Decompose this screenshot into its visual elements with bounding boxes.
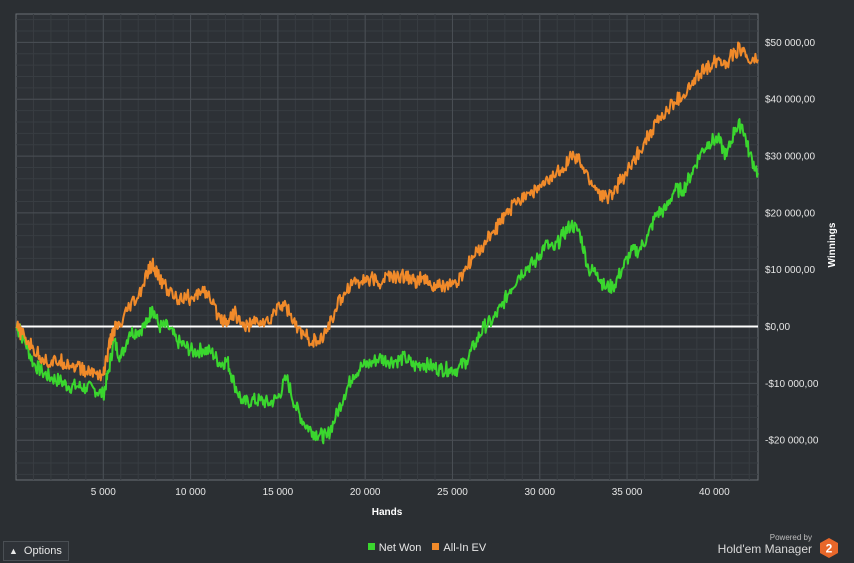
legend-label-all-in-ev: All-In EV	[443, 542, 487, 554]
x-tick-label: 10 000	[175, 487, 206, 498]
x-tick-label: 15 000	[263, 487, 294, 498]
legend-swatch-all-in-ev	[432, 543, 440, 550]
legend-item-all-in-ev[interactable]: All-In EV	[432, 542, 486, 554]
series-line-all-in-ev	[15, 41, 759, 382]
branding: Powered by Hold'em Manager 2	[706, 532, 846, 560]
x-axis-ticks: 5 000 10 000 15 000 20 000 25 000 30 000 35 00…	[91, 487, 730, 498]
y-tick-label: -$10 000,00	[765, 379, 819, 390]
y-tick-label: $30 000,00	[765, 152, 815, 163]
y-tick-label: $50 000,00	[765, 38, 815, 49]
chart-legend: Net Won All-In EV	[0, 542, 854, 554]
y-axis-title: Winnings	[827, 222, 838, 267]
logo-text: 2	[826, 542, 833, 556]
x-tick-label: 5 000	[91, 487, 116, 498]
x-tick-label: 35 000	[612, 487, 643, 498]
powered-by-text: Powered by	[769, 533, 812, 542]
y-tick-label: $20 000,00	[765, 208, 815, 219]
x-axis-title: Hands	[372, 507, 403, 518]
y-tick-label: $10 000,00	[765, 265, 815, 276]
series-lines	[15, 41, 759, 445]
y-tick-label: $40 000,00	[765, 95, 815, 106]
options-button[interactable]: ▲ Options	[3, 541, 69, 561]
series-line-net-won	[15, 118, 759, 445]
x-tick-label: 25 000	[437, 487, 468, 498]
options-label: Options	[23, 545, 62, 557]
product-name: Hold'em Manager	[717, 542, 812, 556]
x-tick-label: 20 000	[350, 487, 381, 498]
legend-swatch-net-won	[367, 543, 375, 550]
x-tick-label: 40 000	[699, 487, 730, 498]
hem2-logo-icon: 2	[820, 538, 838, 558]
x-tick-label: 30 000	[524, 487, 555, 498]
y-axis-ticks: -$20 000,00 -$10 000,00 $0,00 $10 000,00 $20…	[765, 38, 819, 447]
legend-item-net-won[interactable]: Net Won	[367, 542, 422, 554]
legend-label-net-won: Net Won	[378, 542, 422, 554]
y-tick-label: $0,00	[765, 322, 790, 333]
chevron-up-icon: ▲	[9, 546, 18, 556]
y-tick-label: -$20 000,00	[765, 436, 819, 447]
